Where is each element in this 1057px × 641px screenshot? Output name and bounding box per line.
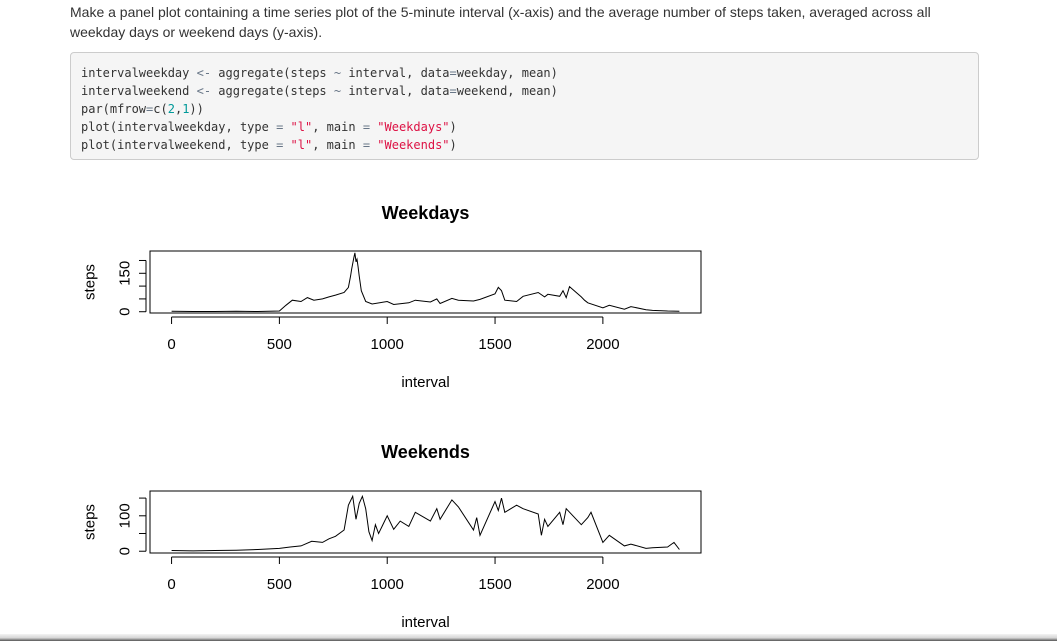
y-tick-label: 0 bbox=[117, 308, 134, 316]
code-token: plot(intervalweekday, type bbox=[81, 120, 277, 134]
code-token: , main bbox=[312, 120, 363, 134]
code-token: weekend, mean) bbox=[456, 84, 558, 98]
code-block: intervalweekday <- aggregate(steps ~ int… bbox=[70, 52, 979, 160]
x-tick-label: 0 bbox=[167, 576, 175, 593]
y-tick-label: 150 bbox=[117, 261, 134, 286]
code-line: plot(intervalweekend, type = "l", main =… bbox=[81, 136, 968, 154]
code-token: = bbox=[362, 120, 371, 134]
code-token: = bbox=[362, 138, 371, 152]
x-axis-label: interval bbox=[401, 614, 449, 631]
code-token: , main bbox=[312, 138, 363, 152]
plot-frame bbox=[149, 250, 702, 314]
x-axis-label: interval bbox=[401, 374, 449, 391]
y-tick-label: 100 bbox=[117, 503, 134, 528]
code-token: c( bbox=[153, 102, 168, 116]
code-token: = bbox=[449, 84, 457, 98]
code-token: )) bbox=[189, 102, 204, 116]
code-token: "Weekends" bbox=[377, 138, 450, 152]
code-token: ) bbox=[449, 138, 457, 152]
code-token: ~ bbox=[333, 84, 342, 98]
x-tick-label: 1500 bbox=[478, 576, 511, 593]
code-token: "l" bbox=[290, 120, 313, 134]
plot-frame bbox=[149, 490, 702, 554]
code-token: plot(intervalweekend, type bbox=[81, 138, 277, 152]
weekdays-panel: Weekdays 0 500 1000 1500 2000 0 150 interval step… bbox=[82, 203, 702, 391]
code-token: = bbox=[276, 120, 284, 134]
code-token: = bbox=[146, 102, 154, 116]
code-token: "l" bbox=[290, 138, 313, 152]
chart-title: Weekdays bbox=[382, 203, 470, 223]
series-line bbox=[171, 252, 680, 313]
y-tick-label: 0 bbox=[117, 547, 134, 555]
code-content: intervalweekday <- aggregate(steps ~ int… bbox=[81, 64, 968, 154]
x-tick-label: 2000 bbox=[586, 336, 619, 353]
x-tick-label: 0 bbox=[167, 336, 175, 353]
x-tick-label: 1500 bbox=[478, 336, 511, 353]
code-token: weekday, mean) bbox=[456, 66, 558, 80]
code-token: intervalweekend bbox=[81, 84, 197, 98]
code-token: ~ bbox=[333, 66, 342, 80]
code-token: aggregate(steps bbox=[211, 84, 334, 98]
code-token: <- bbox=[196, 66, 212, 80]
code-token: interval, data bbox=[341, 66, 450, 80]
code-token: "Weekdays" bbox=[377, 120, 450, 134]
code-line: intervalweekday <- aggregate(steps ~ int… bbox=[81, 64, 968, 82]
x-tick-label: 2000 bbox=[586, 576, 619, 593]
code-token: aggregate(steps bbox=[211, 66, 334, 80]
x-tick-label: 1000 bbox=[371, 576, 404, 593]
x-tick-label: 500 bbox=[267, 336, 292, 353]
window-bottom-edge bbox=[0, 634, 1057, 641]
code-token: , bbox=[174, 102, 183, 116]
code-token: interval, data bbox=[341, 84, 450, 98]
x-tick-label: 1000 bbox=[371, 336, 404, 353]
series-line bbox=[171, 494, 680, 552]
code-token: ) bbox=[449, 120, 457, 134]
intro-paragraph: Make a panel plot containing a time seri… bbox=[70, 4, 931, 40]
code-token: par(mfrow bbox=[81, 102, 147, 116]
code-line: par(mfrow=c(2,1)) bbox=[81, 100, 968, 118]
code-token: 1 bbox=[182, 102, 190, 116]
code-token: 2 bbox=[167, 102, 175, 116]
y-axis-label: steps bbox=[82, 504, 99, 540]
code-line: intervalweekend <- aggregate(steps ~ int… bbox=[81, 82, 968, 100]
x-tick-label: 500 bbox=[267, 576, 292, 593]
code-line: plot(intervalweekday, type = "l", main =… bbox=[81, 118, 968, 136]
chart-title: Weekends bbox=[381, 442, 470, 462]
weekends-panel: Weekends 0 500 1000 1500 2000 0 100 interval step… bbox=[82, 442, 702, 631]
code-token: = bbox=[449, 66, 457, 80]
y-axis-label: steps bbox=[82, 264, 99, 300]
code-token: = bbox=[276, 138, 284, 152]
code-token: intervalweekday bbox=[81, 66, 197, 80]
code-token: <- bbox=[196, 84, 212, 98]
